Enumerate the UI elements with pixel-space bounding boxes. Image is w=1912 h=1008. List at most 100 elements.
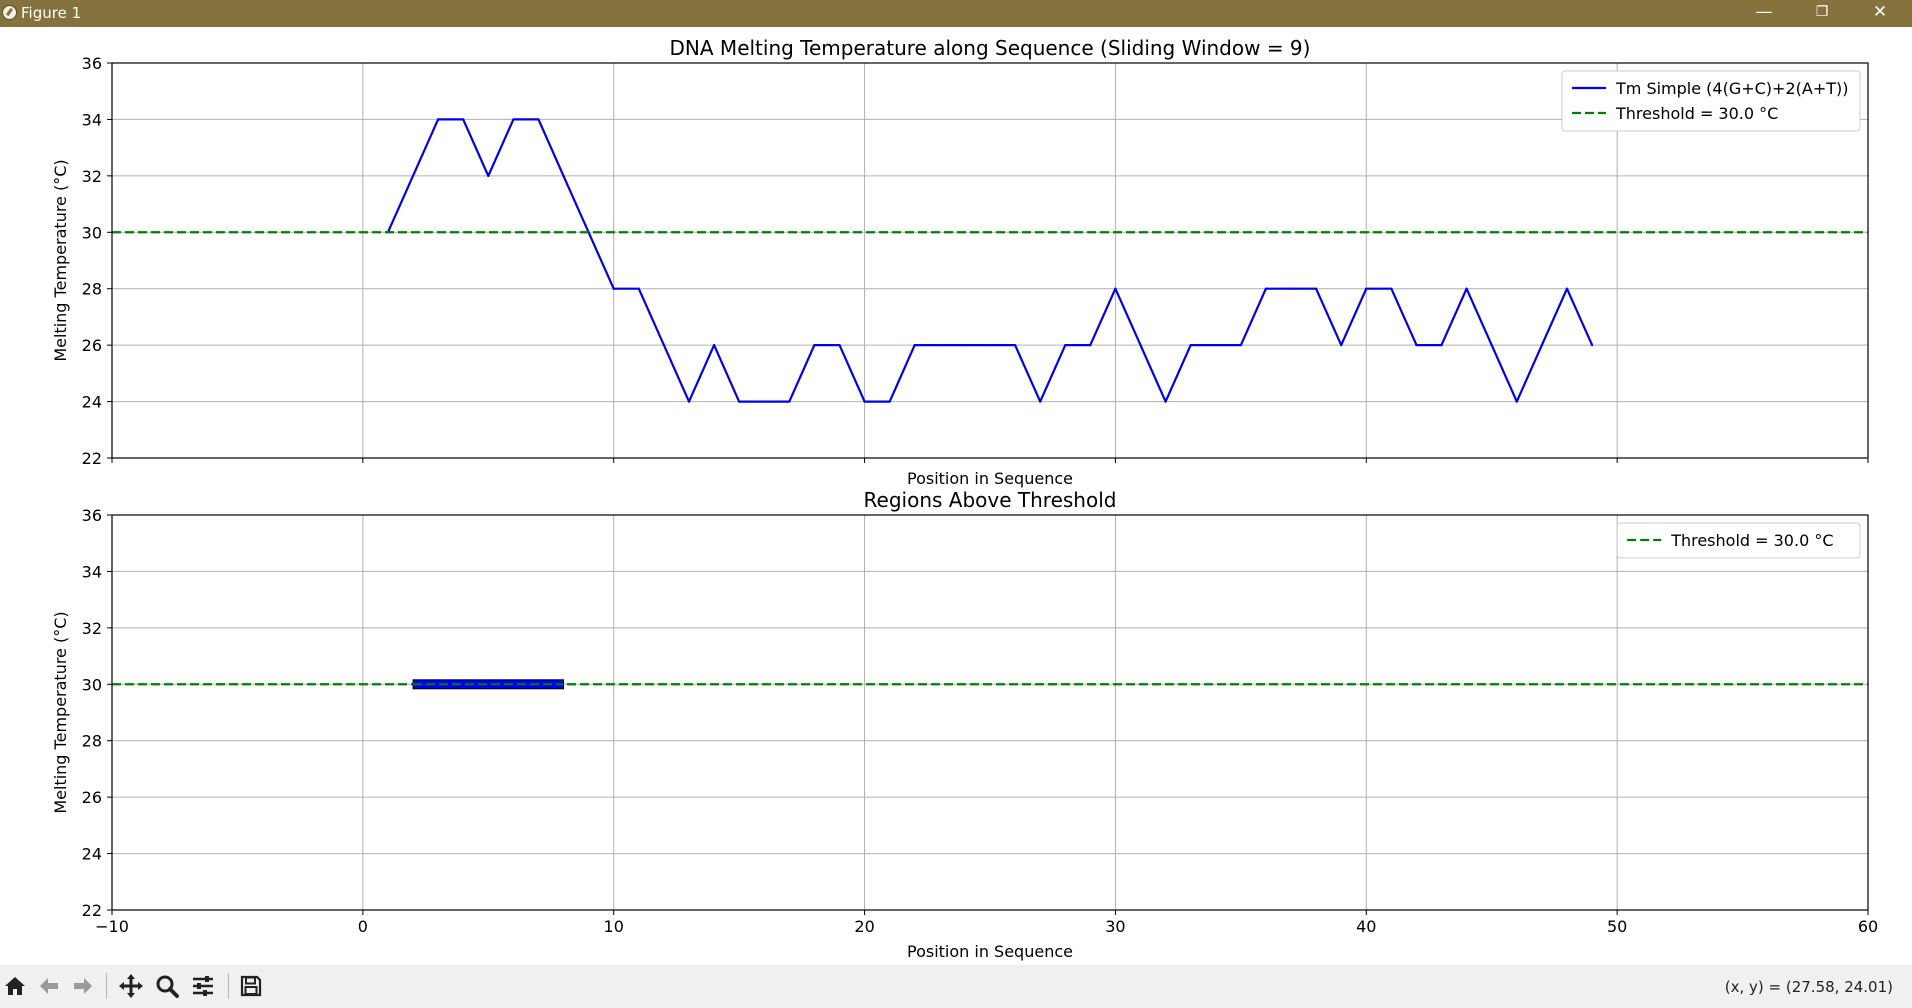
toolbar-separator — [228, 973, 229, 999]
x-tick-label: 20 — [854, 917, 874, 936]
y-tick-label: 26 — [82, 788, 102, 807]
tm-data-point — [487, 174, 490, 177]
tm-data-point — [1490, 344, 1493, 347]
y-tick-label: 36 — [82, 54, 102, 73]
tm-series-line — [386, 118, 1594, 403]
tm-data-point — [1390, 287, 1393, 290]
axes-frame — [111, 62, 1869, 459]
y-axis-label: Melting Temperature (°C) — [51, 159, 70, 361]
x-tick-label: 50 — [1607, 917, 1627, 936]
x-tick-label: 60 — [1858, 917, 1878, 936]
legend-label: Threshold = 30.0 °C — [1670, 531, 1833, 550]
tm-data-point — [838, 344, 841, 347]
legend-box — [1561, 70, 1861, 132]
tm-data-point — [963, 344, 967, 347]
tm-data-point — [1139, 344, 1142, 347]
tm-data-point — [763, 400, 766, 403]
tm-data-point — [537, 118, 540, 121]
x-tick-label: 40 — [1356, 917, 1376, 936]
tm-data-point — [1114, 287, 1117, 290]
legend-label: Tm Simple (4(G+C)+2(A+T)) — [1615, 79, 1848, 98]
chart-title: DNA Melting Temperature along Sequence (… — [670, 36, 1311, 60]
x-axis-label: Position in Sequence — [907, 469, 1073, 488]
y-tick-label: 32 — [82, 619, 102, 638]
y-tick-label: 30 — [82, 223, 102, 242]
tm-data-point — [462, 118, 465, 121]
save-icon[interactable] — [236, 971, 266, 1001]
configure-subplots-icon[interactable] — [188, 971, 218, 1001]
tm-data-point — [913, 344, 916, 347]
tm-data-point — [863, 400, 866, 403]
window-title: Figure 1 — [21, 4, 82, 22]
tm-data-point — [738, 400, 741, 403]
x-tick-label: 0 — [358, 917, 368, 936]
tm-data-point — [788, 400, 791, 403]
tm-data-point — [1465, 287, 1468, 290]
tm-data-point — [562, 174, 565, 177]
tm-data-point — [1565, 287, 1569, 290]
zoom-icon[interactable] — [152, 971, 182, 1001]
legend-box — [1616, 522, 1861, 559]
forward-icon[interactable] — [68, 971, 98, 1001]
figure-canvas[interactable]: 22 24 26 28 30 32 34 36 DNA Melting Temperature … — [0, 27, 1912, 965]
y-tick-label: 34 — [82, 110, 102, 129]
tm-data-point — [1039, 400, 1042, 403]
tm-data-point — [612, 287, 615, 290]
tm-data-point — [1315, 287, 1318, 290]
tm-data-point — [1013, 344, 1017, 347]
tm-data-point — [1590, 344, 1594, 347]
tm-data-point — [512, 118, 515, 121]
back-icon[interactable] — [34, 971, 64, 1001]
toolbar-separator — [106, 973, 107, 999]
restore-button[interactable]: ❐ — [1815, 4, 1829, 20]
tm-data-point — [1064, 344, 1067, 347]
tm-data-point — [1515, 400, 1518, 403]
tm-data-point — [888, 400, 891, 403]
tm-data-point — [712, 344, 716, 347]
y-tick-label: 24 — [82, 845, 102, 864]
tm-data-point — [662, 344, 665, 347]
tm-data-point — [1264, 287, 1268, 290]
tm-data-point — [1340, 344, 1343, 347]
y-tick-label: 24 — [82, 393, 102, 412]
tm-data-point — [1540, 344, 1543, 347]
x-axis-label: Position in Sequence — [907, 942, 1073, 961]
y-tick-label: 32 — [82, 167, 102, 186]
axes-frame — [111, 514, 1869, 911]
tm-data-point — [411, 174, 415, 177]
legend-label: Threshold = 30.0 °C — [1615, 104, 1778, 123]
x-tick-label: −10 — [95, 917, 129, 936]
home-icon[interactable] — [0, 971, 30, 1001]
y-tick-label: 28 — [82, 280, 102, 299]
y-tick-label: 22 — [82, 901, 102, 920]
tm-data-point — [637, 287, 640, 290]
tm-data-point — [1289, 287, 1293, 290]
x-tick-label: 30 — [1105, 917, 1125, 936]
y-tick-label: 30 — [82, 675, 102, 694]
tm-data-point — [1440, 344, 1443, 347]
region-bar — [412, 679, 565, 690]
y-tick-label: 28 — [82, 732, 102, 751]
navigation-toolbar: (x, y) = (27.58, 24.01) — [0, 965, 1912, 1008]
tm-data-point — [1089, 344, 1092, 347]
title-bar: Figure 1 — ❐ ✕ — [0, 0, 1912, 27]
tm-data-point — [687, 400, 691, 403]
tm-data-point — [1214, 344, 1217, 347]
y-tick-label: 22 — [82, 449, 102, 468]
chart-title: Regions Above Threshold — [864, 488, 1117, 512]
tm-data-point — [1415, 344, 1418, 347]
y-tick-label: 36 — [82, 506, 102, 525]
tm-data-point — [1365, 287, 1368, 290]
pan-icon[interactable] — [116, 971, 146, 1001]
matplotlib-app-icon — [2, 5, 17, 20]
figure-svg: 22 24 26 28 30 32 34 36 DNA Melting Temperature … — [51, 36, 1878, 961]
tm-data-point — [988, 344, 992, 347]
cursor-coordinates: (x, y) = (27.58, 24.01) — [1724, 978, 1893, 996]
x-tick-label: 10 — [604, 917, 624, 936]
close-button[interactable]: ✕ — [1872, 2, 1888, 22]
tm-data-point — [1239, 344, 1242, 347]
minimize-button[interactable]: — — [1755, 2, 1773, 22]
tm-data-point — [437, 118, 440, 121]
y-tick-label: 26 — [82, 336, 102, 355]
y-tick-label: 34 — [82, 562, 102, 581]
